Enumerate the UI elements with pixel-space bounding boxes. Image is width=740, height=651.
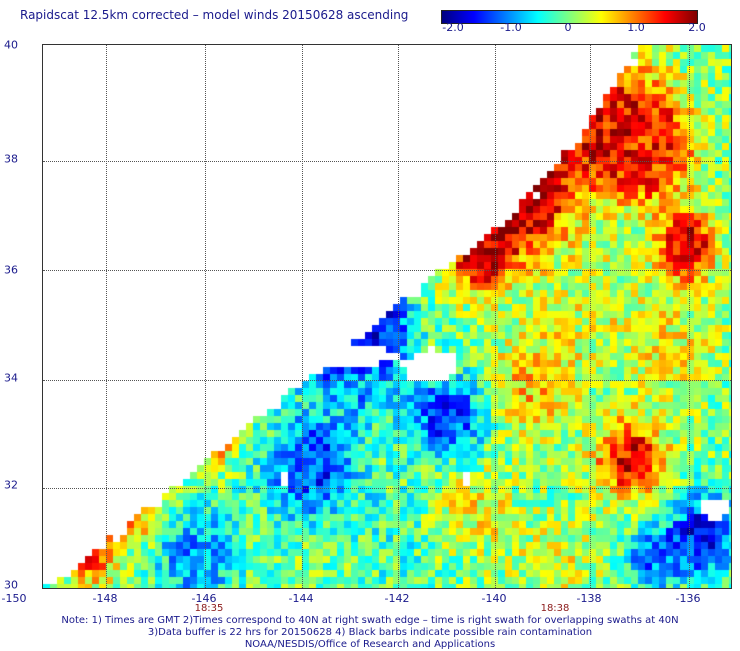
swath-time-label: 18:35: [194, 603, 224, 614]
lon-label: -144: [288, 592, 314, 605]
colorbar: [441, 10, 698, 24]
lon-label: -138: [576, 592, 602, 605]
note-line: NOAA/NESDIS/Office of Research and Appli…: [244, 639, 496, 650]
lon-label: -136: [675, 592, 701, 605]
lon-label: -140: [481, 592, 507, 605]
lat-label: 32: [4, 478, 18, 492]
heatmap-canvas: [43, 45, 731, 588]
gridline-lon: [398, 45, 399, 588]
gridline-lon: [495, 45, 496, 588]
colorbar-label: 2.0: [688, 21, 706, 34]
wind-difference-map: [42, 44, 732, 589]
gridline-lon: [205, 45, 206, 588]
note-line: Note: 1) Times are GMT 2)Times correspon…: [61, 615, 679, 626]
note-line: 3)Data buffer is 22 hrs for 20150628 4) …: [147, 627, 593, 638]
map-title: Rapidscat 12.5km corrected – model winds…: [20, 8, 409, 22]
lat-label: 30: [4, 578, 18, 592]
lon-label: -148: [92, 592, 118, 605]
swath-time-label: 18:38: [540, 603, 570, 614]
gridline-lon: [106, 45, 107, 588]
lon-label: -142: [384, 592, 410, 605]
lat-label: 34: [4, 371, 18, 385]
gridline-lon: [302, 45, 303, 588]
gridline-lat: [43, 270, 731, 271]
gridline-lon: [689, 45, 690, 588]
gridline-lat: [43, 488, 731, 489]
colorbar-label: 0: [564, 21, 572, 34]
colorbar-label: -1.0: [500, 21, 522, 34]
footnotes: Note: 1) Times are GMT 2)Times correspon…: [0, 615, 740, 651]
colorbar-label: 1.0: [627, 21, 645, 34]
lat-label: 38: [4, 152, 18, 166]
lon-label: -146: [191, 592, 217, 605]
gridline-lon: [590, 45, 591, 588]
lat-label: 40: [4, 38, 18, 52]
gridline-lat: [43, 380, 731, 381]
lon-label: -150: [1, 592, 27, 605]
gridline-lat: [43, 161, 731, 162]
colorbar-label: -2.0: [442, 21, 464, 34]
lat-label: 36: [4, 263, 18, 277]
